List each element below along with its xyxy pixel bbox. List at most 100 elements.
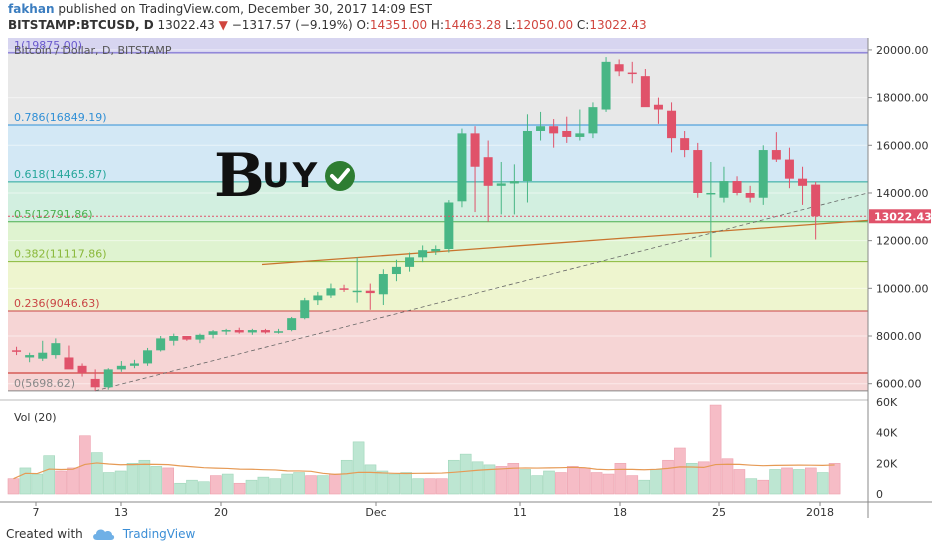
volume-bar <box>555 472 567 495</box>
volume-bar <box>91 452 103 495</box>
fib-label: 0.236(9046.63) <box>14 297 100 310</box>
volume-bar <box>697 461 710 495</box>
last-price-tag: 13022.43 <box>874 210 932 223</box>
candle-body <box>156 338 166 351</box>
candle-body <box>509 181 519 184</box>
volume-tick-label: 40K <box>876 427 898 440</box>
candle-body <box>693 150 703 193</box>
volume-bar <box>626 475 639 495</box>
candle-body <box>116 365 126 370</box>
volume-bar <box>733 469 746 495</box>
publish-line: fakhan published on TradingView.com, Dec… <box>8 2 432 16</box>
fib-lines: 0(5698.62) 0.236(9046.63) 0.382(11117.86) 0… <box>8 39 868 392</box>
volume-tick-label: 20K <box>876 457 898 470</box>
candle-body <box>745 192 755 198</box>
candle-body <box>169 336 179 341</box>
volume-bar <box>483 464 496 495</box>
candle-body <box>182 336 192 340</box>
volume-bar <box>471 461 484 495</box>
candle-body <box>549 126 559 134</box>
candle-body <box>300 300 310 319</box>
trendline <box>261 219 869 266</box>
candle-body <box>247 330 257 333</box>
candle-body <box>470 133 480 167</box>
candle-body <box>38 352 48 359</box>
chart-title: Bitcoin / Dollar, D, BITSTAMP <box>14 44 172 57</box>
footer: Created with TradingView <box>6 527 195 541</box>
open-label: O: <box>356 18 370 32</box>
high-value: 14463.28 <box>444 18 502 32</box>
candle-body <box>601 61 611 110</box>
volume-bar <box>685 463 698 495</box>
low-label: L: <box>505 18 516 32</box>
candle-body <box>418 250 428 258</box>
volume-bar <box>781 467 793 495</box>
volume-label: Vol (20) <box>14 411 57 424</box>
candle-body <box>811 184 821 217</box>
candle-body <box>77 365 87 373</box>
volume-bar <box>828 463 841 495</box>
volume-bar <box>566 466 579 495</box>
volume-bar <box>745 478 758 495</box>
volume-bar <box>376 470 389 495</box>
volume-bar <box>55 470 67 495</box>
candle-body <box>260 330 270 333</box>
volume-bar <box>305 475 317 495</box>
high-label: H: <box>430 18 444 32</box>
candle-body <box>405 257 415 267</box>
open-value: 14351.00 <box>369 18 428 32</box>
low-value: 12050.00 <box>515 18 574 32</box>
close-value: 13022.43 <box>589 18 647 32</box>
volume-bar <box>43 455 56 495</box>
candle-body <box>378 274 388 295</box>
author-link[interactable]: fakhan <box>8 2 55 16</box>
candle-body <box>274 331 284 333</box>
volume-bar <box>269 478 282 495</box>
time-tick-label: 11 <box>513 506 527 519</box>
candle-body <box>431 248 441 252</box>
candle-body <box>457 133 467 202</box>
volume-bar <box>543 470 555 495</box>
volume-bar <box>210 475 222 495</box>
volume-bar <box>769 469 781 495</box>
volume-bar <box>804 467 817 495</box>
volume-bar <box>436 478 448 495</box>
bitcoin-b-icon: B <box>214 141 265 211</box>
volume-bar <box>67 467 79 495</box>
tradingview-link[interactable]: TradingView <box>122 527 196 541</box>
buy-sign: B UY <box>214 146 356 206</box>
candle-body <box>706 192 716 195</box>
candle-body <box>562 130 572 137</box>
volume-bar <box>102 472 115 495</box>
volume-bar <box>507 463 520 495</box>
volume-bar <box>400 472 413 495</box>
volume-bar <box>126 463 139 495</box>
candle-body <box>313 295 323 301</box>
volume-tick-label: 60K <box>876 396 898 409</box>
volume-tick-label: 0 <box>876 488 883 501</box>
volume-bar <box>7 478 20 495</box>
price-tick-label: 18000.00 <box>876 92 929 105</box>
candle-body <box>143 350 153 364</box>
candle-body <box>758 150 768 198</box>
candle-body <box>536 126 546 131</box>
candle-body <box>234 330 244 333</box>
volume-bar <box>198 481 210 495</box>
candle-body <box>352 290 362 293</box>
volume-bar <box>412 478 424 495</box>
volume-bar <box>162 467 174 495</box>
price-tick-label: 8000.00 <box>876 330 922 343</box>
price-tick-label: 14000.00 <box>876 187 929 200</box>
candle-body <box>326 288 336 296</box>
volume-bar <box>424 478 436 495</box>
last-price: 13022.43 <box>157 18 215 32</box>
fib-zone <box>8 311 868 391</box>
volume-bar <box>281 473 294 495</box>
volume-bar <box>388 473 401 495</box>
grid <box>8 49 868 385</box>
candle-body <box>496 183 506 186</box>
volume-ma-line <box>13 462 835 480</box>
axes: 6000.00 8000.00 10000.00 12000.00 14000.00 16… <box>0 38 932 519</box>
candle-body <box>575 133 585 137</box>
